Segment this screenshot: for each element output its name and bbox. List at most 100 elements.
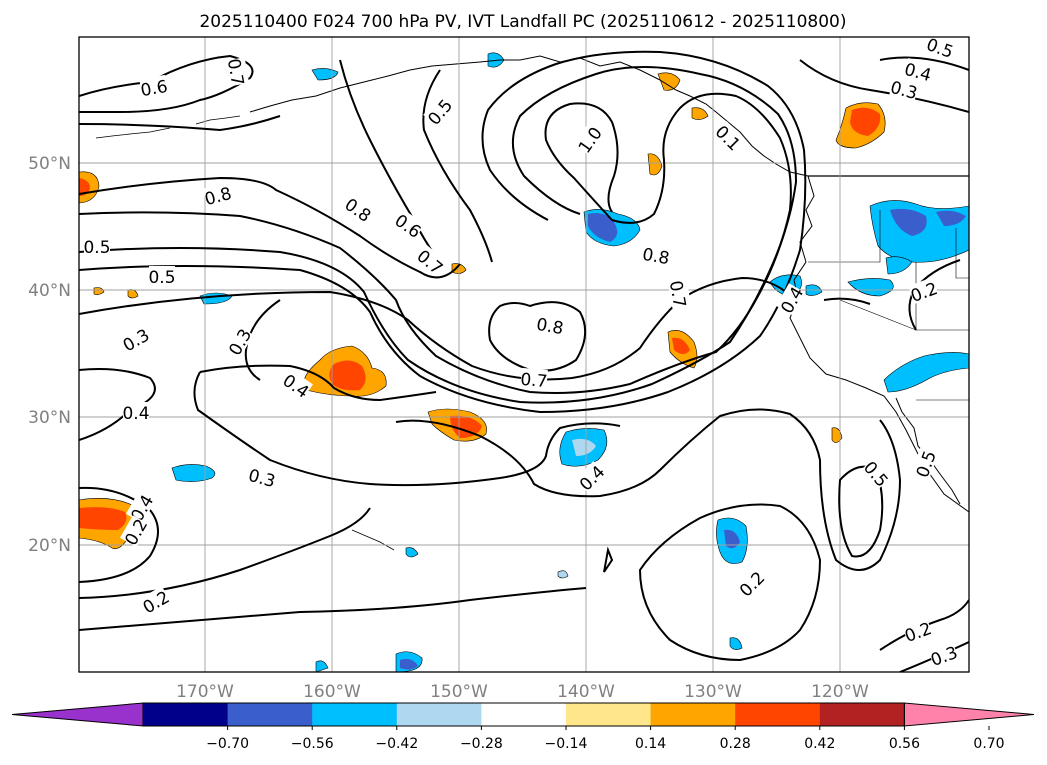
contour-label-background (908, 277, 939, 304)
longitude-labels: 170°W 160°W 150°W 140°W 130°W 120°W (176, 682, 869, 702)
positive-anomaly-region (672, 337, 690, 354)
positive-anomaly-region (93, 287, 105, 295)
negative-anomaly-region (311, 68, 339, 81)
negative-anomaly-region (405, 547, 419, 558)
colorbar (11, 702, 1035, 727)
negative-anomaly-region (572, 438, 596, 456)
contour-label: 0.6 (139, 77, 169, 101)
positive-anomaly-region (850, 107, 881, 136)
contour-line (79, 92, 792, 394)
positive-anomaly-region (657, 72, 681, 91)
lat-label: 50°N (28, 154, 71, 174)
map-frame (78, 36, 970, 673)
contour-line (199, 364, 437, 402)
colorbar-arrow-low (11, 702, 144, 727)
contour-line (823, 297, 871, 305)
lon-label: 160°W (303, 682, 361, 702)
negative-anomaly-region (171, 464, 216, 482)
positive-anomaly-region (691, 107, 709, 120)
contour-label: 0.5 (148, 268, 175, 288)
contour-label: 0.8 (641, 245, 671, 269)
positive-anomaly-region (79, 178, 90, 196)
negative-anomaly-region (883, 352, 969, 393)
colorbar-segment (481, 703, 567, 726)
contour-label-background (414, 245, 448, 277)
contour-label-background (735, 567, 767, 599)
lon-label: 170°W (176, 682, 234, 702)
negative-anomaly-region (885, 256, 913, 275)
contour-label-background (125, 491, 156, 524)
contour-line (79, 486, 159, 583)
contour-line (799, 59, 969, 113)
colorbar-tick-label: 0.28 (720, 736, 751, 752)
contour-line (603, 546, 614, 573)
negative-anomaly-region (847, 278, 894, 297)
colorbar-segment (735, 703, 821, 726)
colorbar-segment (227, 703, 313, 726)
colorbar-arrow-high (903, 702, 1035, 727)
latitude-labels: 50°N 40°N 30°N 20°N (28, 154, 71, 556)
contour-line (879, 599, 969, 651)
contour-label-background (911, 448, 938, 479)
colorbar-segment (650, 703, 736, 726)
contour-line (79, 507, 371, 599)
contour-label: 0.4 (122, 404, 149, 424)
contour-label-background (119, 323, 152, 354)
colorbar-segment (396, 703, 482, 726)
contour-label-background (139, 585, 172, 616)
colorbar-segment (819, 703, 905, 726)
contour-label-background (889, 76, 920, 102)
contour-label-background (925, 33, 956, 60)
lon-label: 130°W (684, 682, 742, 702)
negative-anomaly-region (315, 660, 329, 672)
contour-label-background (119, 515, 150, 548)
contour-line (339, 59, 441, 263)
contour-label-background (573, 123, 605, 156)
contour-line (79, 176, 461, 279)
contour-label-background (902, 617, 933, 644)
lat-label: 40°N (28, 281, 71, 301)
contour-label-background (713, 121, 745, 153)
contour-label-background (667, 279, 692, 309)
positive-anomaly-region (329, 360, 366, 391)
colorbar-tick-label: −0.70 (206, 736, 249, 752)
negative-anomaly-region (890, 208, 927, 236)
negative-anomaly-region (729, 637, 743, 650)
contour-line (638, 503, 822, 662)
pv-contours (79, 50, 969, 672)
contour-label-background (280, 369, 313, 401)
negative-anomaly-region (557, 570, 569, 579)
contour-label-background (775, 283, 806, 316)
colorbar-segment (566, 703, 652, 726)
contour-line (395, 408, 902, 571)
contour-label-background (123, 402, 149, 421)
contour-label-background (139, 74, 169, 99)
contour-line (879, 56, 969, 71)
map-title: 2025110400 F024 700 hPa PV, IVT Landfall… (199, 12, 846, 32)
contour-label: 0.5 (83, 238, 110, 258)
lon-label: 140°W (557, 682, 615, 702)
contour-label-background (423, 94, 455, 128)
colorbar-segment (143, 703, 229, 726)
positive-anomaly-region (831, 427, 843, 443)
colorbar-tick-label: −0.14 (545, 736, 588, 752)
contour-line (79, 368, 156, 441)
graticule (79, 37, 969, 672)
colorbar-tick-label: −0.56 (291, 736, 334, 752)
positive-anomaly-region (647, 153, 663, 176)
contour-line (79, 587, 587, 631)
contour-label-background (247, 464, 278, 490)
positive-anomaly-region (450, 415, 482, 438)
contour-label-background (223, 325, 254, 358)
lat-label: 30°N (28, 408, 71, 428)
contour-label-background (149, 266, 175, 285)
contour-label: 0.7 (223, 57, 247, 87)
contour-line (193, 371, 621, 487)
contour-label-background (520, 367, 548, 390)
contour-label-background (575, 461, 607, 493)
colorbar-tick-label: 0.56 (889, 736, 920, 752)
negative-anomaly-region (936, 210, 966, 226)
colorbar-segment (312, 703, 398, 726)
map-area (79, 37, 969, 672)
